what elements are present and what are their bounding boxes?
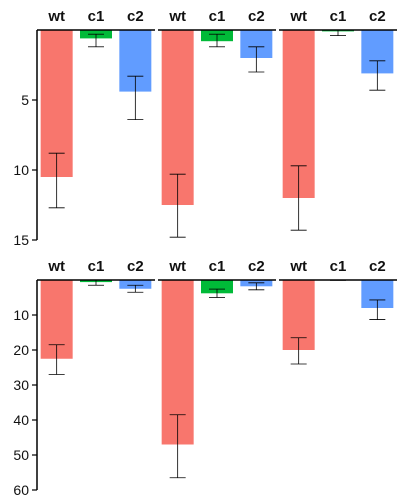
- category-label-c1-r1-p3: c1: [330, 8, 347, 25]
- y-tick-label-row-1: 15: [13, 232, 29, 248]
- category-label-c2-r2-p3: c2: [369, 258, 386, 275]
- category-label-wt-r2-p3: wt: [289, 258, 307, 275]
- category-label-wt-r1-p3: wt: [289, 8, 307, 25]
- category-label-c2-r2-p1: c2: [127, 258, 144, 275]
- y-tick-label-row-1: 10: [13, 162, 29, 178]
- category-label-wt-r1-p1: wt: [47, 8, 65, 25]
- category-label-c1-r2-p1: c1: [88, 258, 105, 275]
- y-tick-label-row-2: 60: [13, 482, 29, 498]
- category-label-c1-r1-p1: c1: [88, 8, 105, 25]
- category-label-wt-r1-p2: wt: [168, 8, 186, 25]
- bar-wt-r1-p1: [40, 30, 73, 177]
- category-label-c1-r2-p3: c1: [330, 258, 347, 275]
- bar-c1-r2-p2: [201, 280, 233, 294]
- y-tick-label-row-1: 5: [21, 92, 29, 108]
- category-label-c1-r1-p2: c1: [209, 8, 226, 25]
- y-tick-label-row-2: 20: [13, 342, 29, 358]
- category-label-c1-r2-p2: c1: [209, 258, 226, 275]
- category-label-c2-r1-p2: c2: [248, 8, 265, 25]
- y-tick-label-row-2: 10: [13, 307, 29, 323]
- category-label-wt-r2-p2: wt: [168, 258, 186, 275]
- bar-c2-r2-p1: [119, 280, 152, 289]
- y-tick-label-row-2: 30: [13, 377, 29, 393]
- y-tick-label-row-2: 50: [13, 447, 29, 463]
- y-tick-label-row-2: 40: [13, 412, 29, 428]
- category-label-c2-r2-p2: c2: [248, 258, 265, 275]
- category-label-wt-r2-p1: wt: [47, 258, 65, 275]
- category-label-c2-r1-p1: c2: [127, 8, 144, 25]
- category-label-c2-r1-p3: c2: [369, 8, 386, 25]
